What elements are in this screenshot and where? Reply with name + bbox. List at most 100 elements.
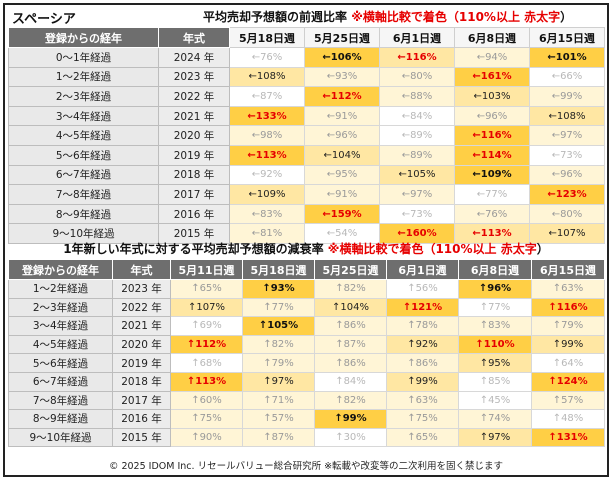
table1-header-row: 登録からの経年 年式 5月18日週 5月25日週 6月1日週 6月8日週 6月15日週 bbox=[8, 27, 605, 48]
ratio-cell: ↑96% bbox=[458, 279, 532, 299]
table-row: 4～5年経過 2020 年 ↑112% ↑82% ↑87% ↑92% ↑110% ↑99% bbox=[8, 334, 605, 355]
elapsed-label: 1～2年経過 bbox=[8, 279, 113, 299]
table-row: 9～10年経過 2015 年 ←81% ←54% ←160% ←113% ←107% bbox=[8, 223, 605, 244]
model-year: 2019 年 bbox=[112, 353, 171, 373]
ratio-cell: ↑85% bbox=[458, 371, 532, 392]
table-row: 6～7年経過 2018 年 ←92% ←95% ←105% ←109% ←96% bbox=[8, 164, 605, 186]
ratio-cell: ←97% bbox=[529, 125, 605, 146]
ratio-cell: ↑65% bbox=[170, 279, 243, 299]
elapsed-label: 9～10年経過 bbox=[8, 427, 113, 448]
table-row: 8～9年経過 2016 年 ←83% ←159% ←73% ←76% ←80% bbox=[8, 203, 605, 225]
ratio-cell: ↑99% bbox=[531, 334, 605, 355]
elapsed-label: 7～8年経過 bbox=[8, 390, 113, 411]
ratio-cell: ←83% bbox=[229, 203, 305, 225]
table1-title: 平均売却予想額の前週比率 ※横軸比較で着色（110%以上 赤太字） bbox=[203, 8, 572, 25]
table1-title-bar: スペーシア 平均売却予想額の前週比率 ※横軸比較で着色（110%以上 赤太字） bbox=[8, 5, 604, 27]
ratio-cell: ←101% bbox=[529, 47, 605, 68]
table-row: 0～1年経過 2024 年 ←76% ←106% ←116% ←94% ←101% bbox=[8, 47, 605, 68]
ratio-cell: ←108% bbox=[529, 105, 605, 127]
ratio-cell: ↑95% bbox=[458, 353, 532, 373]
ratio-cell: ↑86% bbox=[314, 353, 387, 373]
ratio-cell: ←107% bbox=[529, 223, 605, 244]
elapsed-label: 4～5年経過 bbox=[8, 125, 159, 146]
column-header: 登録からの経年 bbox=[8, 27, 159, 48]
elapsed-label: 8～9年経過 bbox=[8, 409, 113, 429]
table1-note-red: 赤太字 bbox=[524, 10, 561, 24]
elapsed-label: 9～10年経過 bbox=[8, 223, 159, 244]
elapsed-label: 1～2年経過 bbox=[8, 66, 159, 88]
table2-title-text: 1年新しい年式に対する平均売却予想額の減衰率 bbox=[63, 242, 324, 256]
column-header: 5月18日週 bbox=[242, 259, 315, 280]
table-row: 3～4年経過 2021 年 ←133% ←91% ←84% ←96% ←108% bbox=[8, 105, 605, 127]
ratio-cell: ←103% bbox=[454, 86, 530, 107]
ratio-cell: ←106% bbox=[304, 47, 380, 68]
ratio-cell: ←112% bbox=[304, 86, 380, 107]
ratio-cell: ↑82% bbox=[242, 334, 315, 355]
ratio-cell: ←95% bbox=[304, 164, 380, 186]
ratio-cell: ↑48% bbox=[531, 409, 605, 429]
table2-header-row: 登録からの経年 年式 5月11日週 5月18日週 5月25日週 6月1日週 6月8日週 6月1… bbox=[8, 259, 605, 280]
ratio-cell: ↑93% bbox=[242, 279, 315, 299]
ratio-cell: ↑30% bbox=[314, 427, 387, 448]
ratio-cell: ↑105% bbox=[242, 316, 315, 336]
table2-body: 1～2年経過 2023 年 ↑65% ↑93% ↑82% ↑56% ↑96% ↑63% 2～3年… bbox=[8, 279, 605, 448]
elapsed-label: 5～6年経過 bbox=[8, 144, 159, 166]
ratio-cell: ↑97% bbox=[242, 371, 315, 392]
ratio-cell: ←109% bbox=[454, 164, 530, 186]
elapsed-label: 6～7年経過 bbox=[8, 164, 159, 186]
ratio-cell: ↑79% bbox=[242, 353, 315, 373]
elapsed-label: 4～5年経過 bbox=[8, 334, 113, 355]
ratio-cell: ←104% bbox=[304, 144, 380, 166]
table-row: 5～6年経過 2019 年 ←113% ←104% ←89% ←114% ←73% bbox=[8, 144, 605, 166]
model-year: 2018 年 bbox=[158, 164, 230, 186]
ratio-cell: ←159% bbox=[304, 203, 380, 225]
model-year: 2015 年 bbox=[112, 427, 171, 448]
ratio-cell: ↑87% bbox=[242, 427, 315, 448]
ratio-cell: ←99% bbox=[529, 86, 605, 107]
ratio-cell: ←116% bbox=[454, 125, 530, 146]
ratio-cell: ↑69% bbox=[170, 316, 243, 336]
table-row: 7～8年経過 2017 年 ↑60% ↑71% ↑82% ↑63% ↑45% ↑57% bbox=[8, 390, 605, 411]
ratio-cell: ←80% bbox=[379, 66, 455, 88]
column-header: 年式 bbox=[158, 27, 230, 48]
ratio-cell: ↑84% bbox=[314, 371, 387, 392]
ratio-cell: ↑78% bbox=[386, 316, 459, 336]
table-row: 5～6年経過 2019 年 ↑68% ↑79% ↑86% ↑86% ↑95% ↑64% bbox=[8, 353, 605, 373]
model-year: 2018 年 bbox=[112, 371, 171, 392]
table1-title-text: 平均売却予想額の前週比率 bbox=[203, 10, 348, 24]
ratio-cell: ←54% bbox=[304, 223, 380, 244]
ratio-cell: ↑77% bbox=[242, 297, 315, 318]
ratio-cell: ←161% bbox=[454, 66, 530, 88]
ratio-cell: ←96% bbox=[454, 105, 530, 127]
ratio-cell: ↑77% bbox=[458, 297, 532, 318]
table2-note-end: ） bbox=[536, 242, 549, 256]
table-row: 2～3年経過 2022 年 ↑107% ↑77% ↑104% ↑121% ↑77% ↑116% bbox=[8, 297, 605, 318]
ratio-cell: ←109% bbox=[229, 184, 305, 205]
elapsed-label: 5～6年経過 bbox=[8, 353, 113, 373]
ratio-cell: ←76% bbox=[229, 47, 305, 68]
model-year: 2016 年 bbox=[112, 409, 171, 429]
ratio-cell: ↑82% bbox=[314, 390, 387, 411]
model-year: 2020 年 bbox=[112, 334, 171, 355]
table2-title: 1年新しい年式に対する平均売却予想額の減衰率 ※横軸比較で着色（110%以上 赤… bbox=[8, 240, 604, 258]
elapsed-label: 6～7年経過 bbox=[8, 371, 113, 392]
ratio-cell: ↑65% bbox=[386, 427, 459, 448]
ratio-cell: ←133% bbox=[229, 105, 305, 127]
model-year: 2024 年 bbox=[158, 47, 230, 68]
elapsed-label: 3～4年経過 bbox=[8, 105, 159, 127]
ratio-cell: ↑99% bbox=[314, 409, 387, 429]
column-header: 登録からの経年 bbox=[8, 259, 113, 280]
ratio-cell: ↑113% bbox=[170, 371, 243, 392]
ratio-cell: ←114% bbox=[454, 144, 530, 166]
column-header: 6月15日週 bbox=[531, 259, 605, 280]
ratio-cell: ↑131% bbox=[531, 427, 605, 448]
ratio-cell: ↑75% bbox=[170, 409, 243, 429]
column-header: 6月1日週 bbox=[386, 259, 459, 280]
ratio-cell: ↑92% bbox=[386, 334, 459, 355]
ratio-cell: ↑82% bbox=[314, 279, 387, 299]
table-row: 2～3年経過 2022 年 ←87% ←112% ←88% ←103% ←99% bbox=[8, 86, 605, 107]
ratio-cell: ↑121% bbox=[386, 297, 459, 318]
ratio-cell: ↑75% bbox=[386, 409, 459, 429]
ratio-cell: ↑124% bbox=[531, 371, 605, 392]
ratio-cell: ↑116% bbox=[531, 297, 605, 318]
